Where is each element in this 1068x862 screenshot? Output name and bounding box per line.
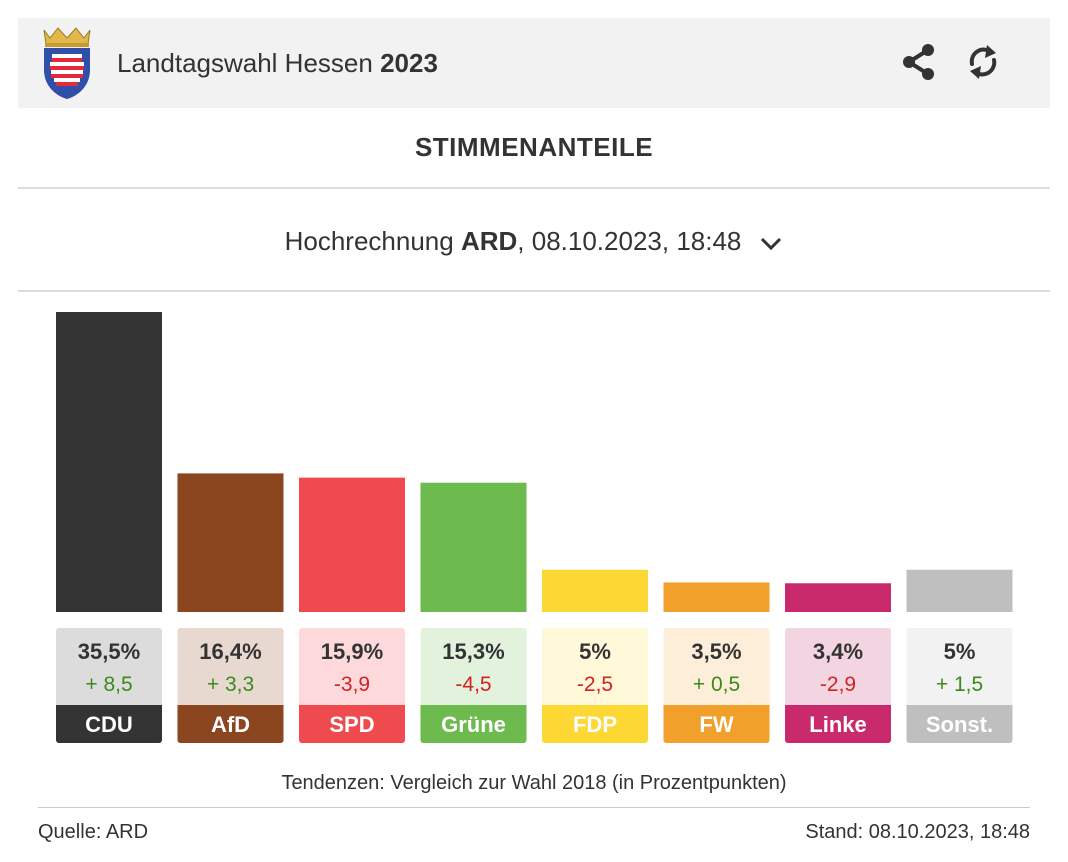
value-label-fdp: 5% — [579, 639, 611, 664]
divider — [18, 187, 1050, 189]
source-label: Quelle: ARD — [38, 821, 149, 843]
value-label-cdu: 35,5% — [78, 639, 140, 664]
selector-prefix: Hochrechnung — [284, 226, 454, 256]
value-label-sonst: 5% — [944, 639, 976, 664]
share-icon[interactable] — [899, 42, 939, 82]
bar-fw — [663, 582, 770, 612]
bar-gr-ne — [420, 482, 527, 612]
value-label-spd: 15,9% — [321, 639, 383, 664]
party-label-bg-afd — [177, 705, 284, 743]
party-label-edge-linke — [785, 705, 891, 709]
party-label-fw: FW — [699, 712, 733, 737]
change-label-afd: + 3,3 — [207, 673, 254, 696]
value-label-linke: 3,4% — [813, 639, 863, 664]
divider — [18, 290, 1050, 292]
value-label-fw: 3,5% — [691, 639, 741, 664]
party-label-bg-sonst — [906, 705, 1013, 743]
change-label-fdp: -2,5 — [577, 673, 613, 696]
app-title-year: 2023 — [380, 48, 438, 78]
party-label-edge-sonst — [906, 705, 1013, 709]
hessen-crest-icon — [43, 27, 91, 99]
value-label-afd: 16,4% — [199, 639, 261, 664]
vote-share-chart: 35,5% + 8,5 CDU 16,4% + 3,3 AfD 15,9% -3,9 SPD 15… — [56, 312, 1013, 743]
chevron-down-icon[interactable] — [759, 235, 783, 251]
bar-fdp — [542, 569, 648, 612]
party-label-edge-spd — [299, 705, 405, 709]
change-label-cdu: + 8,5 — [85, 673, 132, 696]
party-label-bg-fw — [663, 705, 770, 743]
bar-spd — [299, 477, 405, 612]
party-label-edge-fdp — [542, 705, 648, 709]
change-label-spd: -3,9 — [334, 673, 370, 696]
party-label-edge-gr-ne — [420, 705, 527, 709]
bar-sonst — [906, 569, 1013, 612]
party-label-bg-linke — [785, 705, 891, 743]
party-label-bg-spd — [299, 705, 405, 743]
change-label-sonst: + 1,5 — [936, 673, 983, 696]
change-label-linke: -2,9 — [820, 673, 856, 696]
timestamp-label: Stand: 08.10.2023, 18:48 — [805, 821, 1030, 843]
party-label-linke: Linke — [809, 712, 866, 737]
footer-divider — [38, 807, 1030, 808]
value-label-gr-ne: 15,3% — [442, 639, 504, 664]
party-label-bg-cdu — [56, 705, 162, 743]
party-label-fdp: FDP — [573, 712, 617, 737]
bar-cdu — [56, 312, 162, 612]
section-title: STIMMENANTEILE — [414, 132, 654, 162]
selector-source: ARD — [460, 226, 518, 256]
header-bar: Landtagswahl Hessen 2023 — [18, 18, 1050, 108]
bar-linke — [785, 583, 891, 612]
party-label-bg-fdp — [542, 705, 648, 743]
projection-selector[interactable]: Hochrechnung ARD, 08.10.2023, 18:48 — [18, 226, 1050, 257]
party-label-edge-afd — [177, 705, 284, 709]
party-label-bg-gr-ne — [420, 705, 527, 743]
change-label-gr-ne: -4,5 — [455, 673, 491, 696]
party-label-spd: SPD — [329, 712, 374, 737]
party-label-edge-fw — [663, 705, 770, 709]
app-title-text: Landtagswahl Hessen — [117, 48, 373, 78]
bar-afd — [177, 473, 284, 612]
app-title: Landtagswahl Hessen 2023 — [117, 48, 438, 79]
trend-footnote: Tendenzen: Vergleich zur Wahl 2018 (in P… — [281, 772, 787, 794]
selector-datetime: , 08.10.2023, 18:48 — [517, 226, 742, 256]
party-label-gr-ne: Grüne — [441, 712, 506, 737]
change-label-fw: + 0,5 — [693, 673, 740, 696]
party-label-afd: AfD — [211, 712, 250, 737]
party-label-sonst: Sonst. — [926, 712, 993, 737]
refresh-icon[interactable] — [963, 42, 1003, 82]
party-label-edge-cdu — [56, 705, 162, 709]
party-label-cdu: CDU — [85, 712, 133, 737]
